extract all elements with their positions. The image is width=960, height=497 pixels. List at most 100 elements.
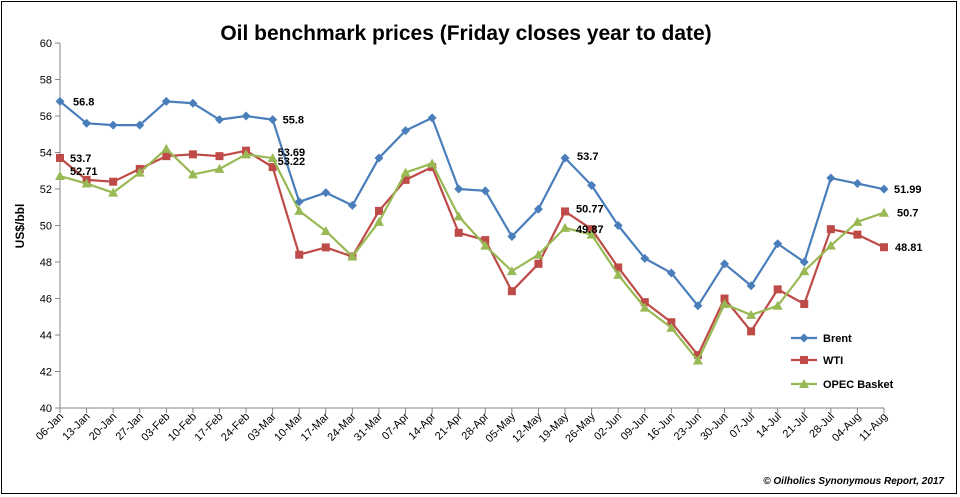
opec-basket-point: [560, 222, 571, 232]
opec-basket-point: [639, 302, 650, 312]
wti-point: [614, 263, 623, 272]
x-tick-label: 31-Mar: [352, 410, 385, 443]
wti-point: [773, 285, 782, 294]
brent-point: [294, 197, 304, 207]
brent-point: [82, 118, 92, 128]
opec-basket-data-label: 49.87: [576, 224, 604, 236]
x-tick-label: 10-Feb: [166, 411, 199, 444]
opec-basket-point: [799, 266, 810, 276]
wti-point: [401, 175, 410, 184]
y-tick-label: 40: [40, 403, 52, 415]
wti-point: [215, 152, 224, 161]
brent-point: [347, 200, 357, 210]
y-tick-label: 42: [40, 367, 52, 379]
y-tick-label: 52: [40, 184, 52, 196]
wti-point: [880, 243, 888, 252]
opec-basket-point: [586, 229, 597, 239]
series-layer: [55, 96, 889, 365]
opec-basket-point: [506, 266, 517, 276]
wti-point: [56, 153, 64, 162]
wti-point: [720, 294, 729, 303]
opec-basket-point: [772, 300, 783, 310]
wti-point: [109, 177, 118, 186]
x-tick-label: 10-Mar: [272, 410, 305, 443]
wti-point: [295, 250, 304, 259]
x-tick-label: 06-Jan: [34, 411, 66, 443]
opec-basket-point: [320, 225, 331, 235]
opec-basket-point: [719, 298, 730, 308]
legend-swatch-marker: [800, 356, 808, 364]
brent-point: [773, 239, 783, 249]
opec-basket-point: [427, 158, 438, 168]
brent-point: [507, 231, 517, 241]
brent-point: [55, 96, 65, 106]
opec-basket-point: [373, 216, 384, 226]
brent-point: [879, 184, 889, 194]
wti-point: [374, 206, 383, 215]
opec-basket-point: [400, 167, 411, 177]
brent-point: [214, 115, 224, 125]
wti-data-label: 53.22: [278, 156, 306, 168]
data-labels: 56.8 55.8 53.7 51.99 53.7 53.22 50.77 48.81 52.7…: [70, 96, 923, 254]
y-tick-label: 50: [40, 221, 52, 233]
wti-point: [587, 225, 596, 234]
wti-point: [693, 351, 702, 360]
wti-point: [667, 318, 676, 327]
x-tick-label: 24-Feb: [219, 411, 252, 444]
legend-item-brent: Brent: [791, 333, 852, 345]
x-tick-label: 03-Mar: [246, 410, 279, 443]
brent-data-label: 55.8: [283, 115, 304, 127]
opec-basket-point: [533, 249, 544, 259]
x-tick-label: 13-Jan: [60, 411, 92, 443]
wti-point: [188, 150, 197, 159]
x-tick-label: 11-Aug: [857, 411, 890, 444]
wti-point: [800, 299, 809, 308]
wti-point: [321, 243, 330, 252]
brent-point: [533, 204, 543, 214]
brent-point: [321, 188, 331, 198]
x-tick-label: 14-Apr: [406, 410, 438, 442]
chart-title: Oil benchmark prices (Friday closes year…: [220, 22, 711, 45]
x-tick-label: 14-Jul: [754, 411, 784, 441]
brent-point: [480, 186, 490, 196]
x-tick-label: 17-Feb: [192, 411, 225, 444]
source-credit: © Oilholics Synonymous Report, 2017: [763, 476, 944, 487]
wti-point: [268, 163, 277, 172]
wti-point: [454, 228, 463, 237]
y-tick-label: 44: [40, 330, 52, 342]
brent-point: [241, 111, 251, 121]
x-tick-label: 16-Jun: [645, 411, 677, 443]
opec-basket-point: [347, 251, 358, 261]
opec-basket-point: [187, 169, 198, 179]
brent-point: [826, 173, 836, 183]
opec-basket-point: [214, 163, 225, 173]
wti-point: [747, 327, 756, 336]
y-tick-label: 46: [40, 294, 52, 306]
brent-point: [613, 221, 623, 230]
x-tick-label: 07-Jul: [728, 411, 758, 441]
x-tick-label: 21-Jul: [781, 411, 811, 441]
x-tick-label: 04-Aug: [830, 411, 864, 445]
x-tick-label: 17-Mar: [299, 410, 332, 443]
x-tick-label: 07-Apr: [380, 410, 412, 442]
opec-basket-line: [59, 147, 885, 362]
y-tick-label: 48: [40, 257, 52, 269]
wti-data-label: 48.81: [895, 242, 923, 254]
wti-data-label: 50.77: [576, 203, 604, 215]
opec-basket-point: [161, 143, 172, 153]
opec-basket-point: [294, 205, 305, 215]
legend-swatch-marker: [799, 379, 809, 388]
wti-point: [853, 230, 862, 239]
legend-item-wti: WTI: [791, 355, 843, 367]
y-tick-label: 56: [40, 111, 52, 123]
opec-basket-point: [81, 178, 92, 188]
x-tick-label: 20-Jan: [87, 411, 119, 443]
opec-basket-data-label: 53.69: [278, 147, 306, 159]
brent-point: [746, 281, 756, 291]
brent-point: [161, 96, 171, 106]
x-tick-label: 24-Mar: [325, 410, 358, 443]
axes: 40 42 44 46 48 50 52 54 56 58 60 06-Jan13-Jan20-Jan…: [34, 38, 890, 445]
series-opec-basket: [55, 143, 889, 365]
